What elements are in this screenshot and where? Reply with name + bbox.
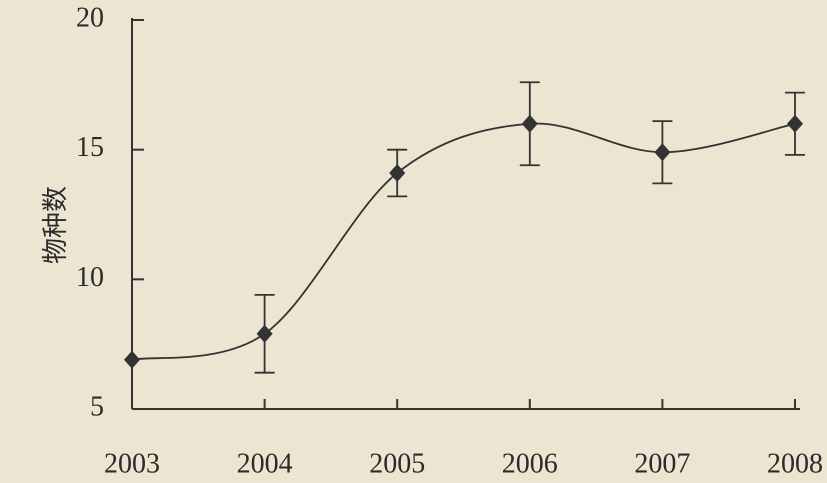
y-tick-label: 15: [76, 132, 104, 163]
x-tick-label: 2005: [369, 448, 425, 479]
y-tick-label: 5: [90, 391, 104, 422]
x-tick-label: 2006: [502, 448, 558, 479]
marker: [389, 164, 406, 183]
line: [131, 122, 796, 361]
y-axis-label: 物种数: [41, 186, 70, 264]
marker: [521, 114, 538, 133]
marker: [256, 324, 273, 343]
marker: [654, 143, 671, 162]
marker: [787, 114, 803, 133]
x-tick-label: 2008: [767, 448, 823, 479]
y-tick-label: 20: [76, 2, 104, 33]
x-tick-label: 2003: [104, 448, 160, 479]
x-tick-label: 2007: [634, 448, 690, 479]
marker: [124, 350, 140, 369]
y-tick-label: 10: [76, 262, 104, 293]
x-tick-label: 2004: [237, 448, 293, 479]
